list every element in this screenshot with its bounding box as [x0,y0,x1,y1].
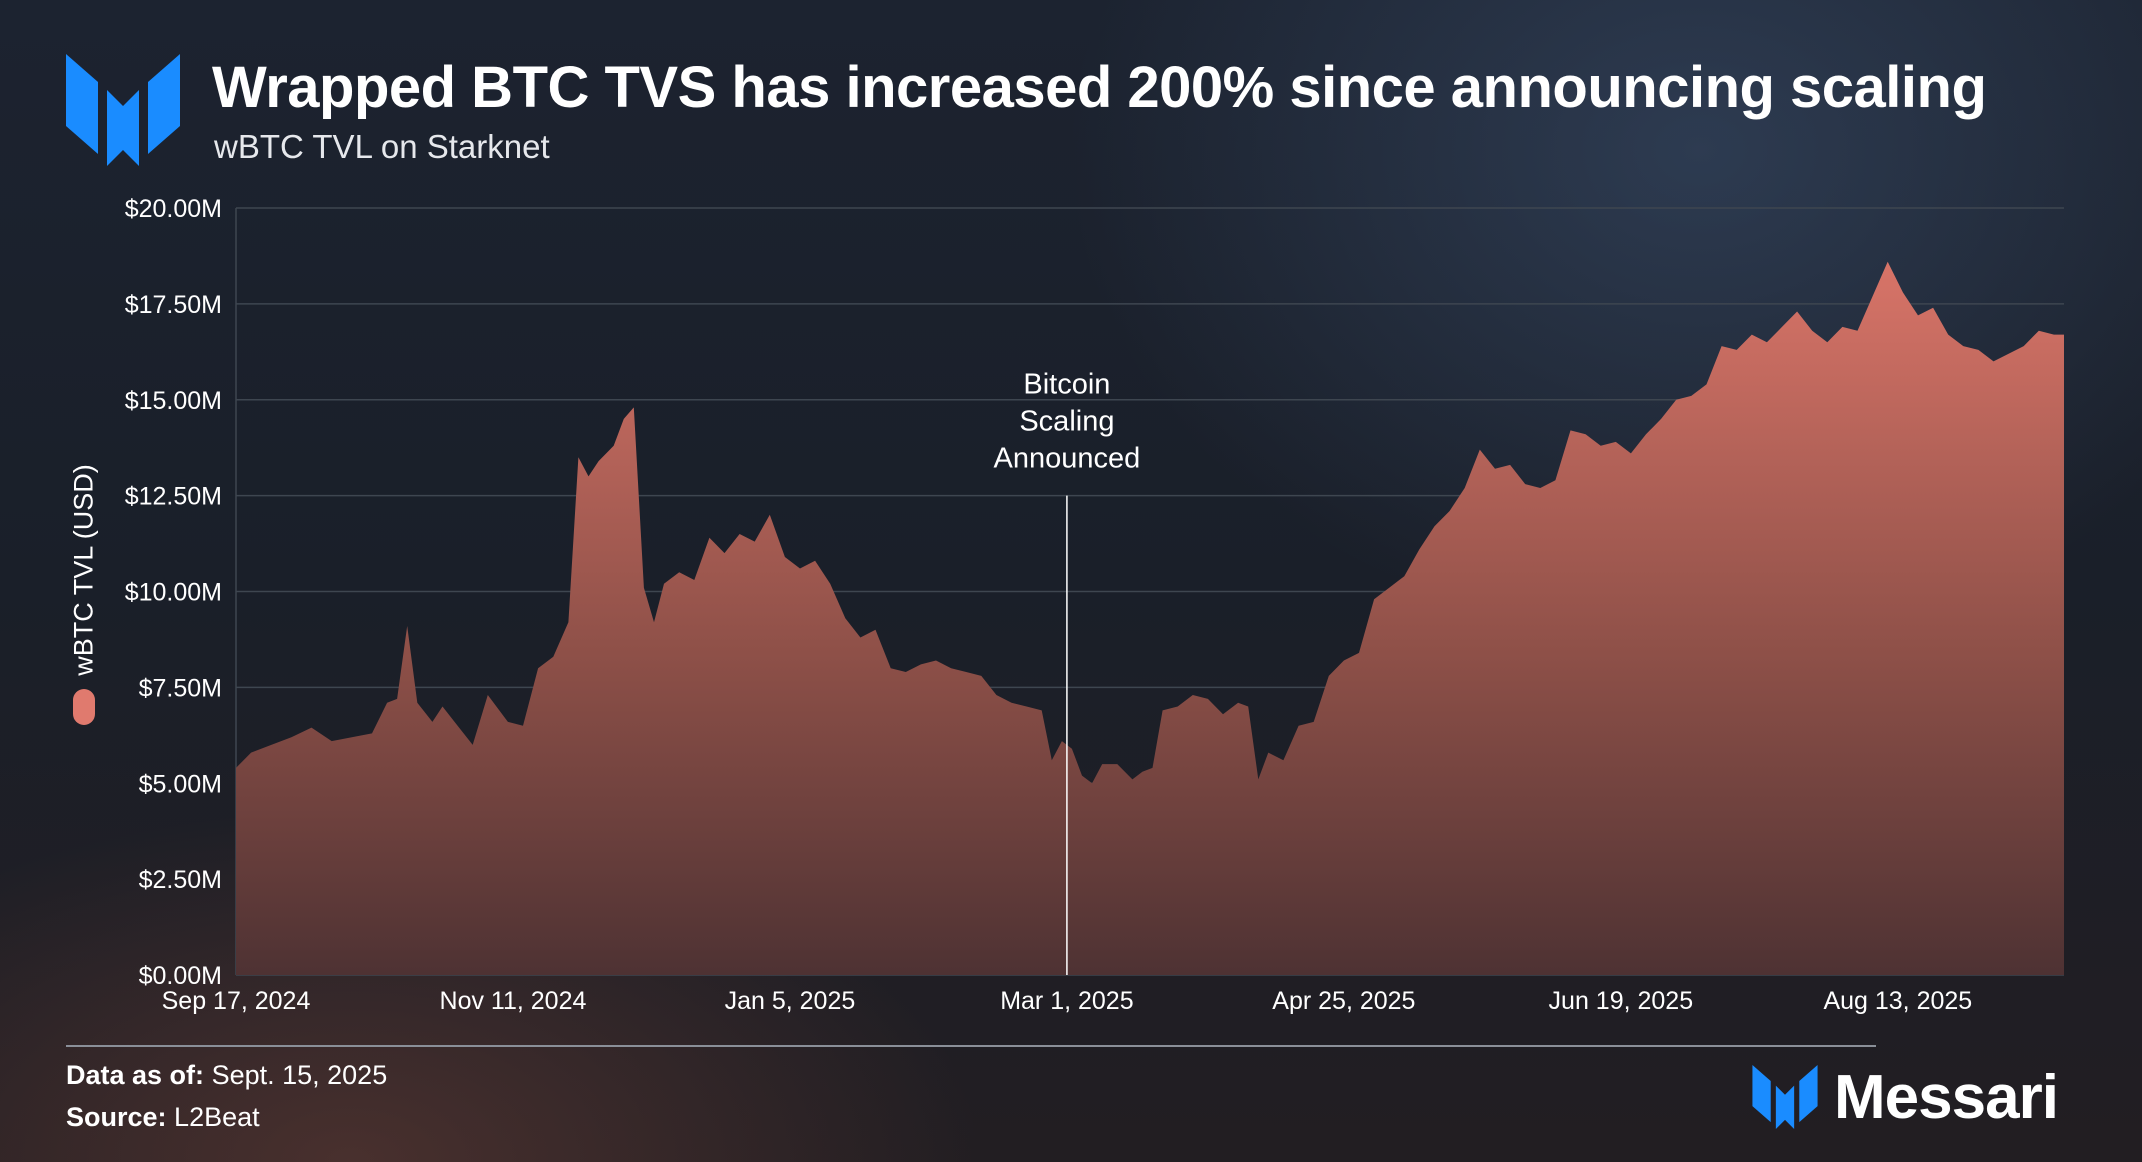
y-tick-label: $17.50M [125,291,222,319]
x-tick-label: Jun 19, 2025 [1549,987,1694,1015]
y-tick-label: $7.50M [139,674,222,702]
y-tick-label: $20.00M [125,195,222,223]
y-tick-label: $10.00M [125,579,222,607]
chart-title: Wrapped BTC TVS has increased 200% since… [212,55,1987,120]
y-tick-label: $12.50M [125,483,222,511]
y-tick-label: $5.00M [139,770,222,798]
annotation-text: Announced [994,443,1141,475]
footer-divider [66,1045,1876,1047]
x-tick-label: Jan 5, 2025 [725,987,856,1015]
data-as-of-label: Data as of: [66,1060,205,1090]
messari-logo-icon [66,54,180,166]
area-chart: $0.00M $2.50M $5.00M $7.50M $10.00M $12.50M $1… [125,195,2065,1015]
messari-brand-icon [1752,1065,1818,1129]
source-value: L2Beat [174,1102,260,1132]
x-tick-label: Sep 17, 2024 [162,987,311,1015]
x-tick-label: Aug 13, 2025 [1823,987,1972,1015]
annotation-text: Bitcoin [1023,369,1110,401]
y-tick-label: $0.00M [139,962,222,990]
data-as-of: Data as of: Sept. 15, 2025 [66,1060,387,1091]
source-label: Source: [66,1102,167,1132]
source: Source: L2Beat [66,1102,260,1133]
x-tick-label: Mar 1, 2025 [1000,987,1133,1015]
chart-subtitle: wBTC TVL on Starknet [214,128,550,165]
x-tick-label: Apr 25, 2025 [1272,987,1415,1015]
y-tick-label: $2.50M [139,866,222,894]
series-area [236,261,2064,975]
annotation-text: Scaling [1019,406,1114,438]
y-tick-label: $15.00M [125,387,222,415]
brand-name: Messari [1834,1062,2059,1132]
legend-swatch [73,689,95,725]
data-as-of-value: Sept. 15, 2025 [211,1060,388,1090]
brand: Messari [1752,1062,2059,1132]
x-tick-label: Nov 11, 2024 [440,987,587,1015]
